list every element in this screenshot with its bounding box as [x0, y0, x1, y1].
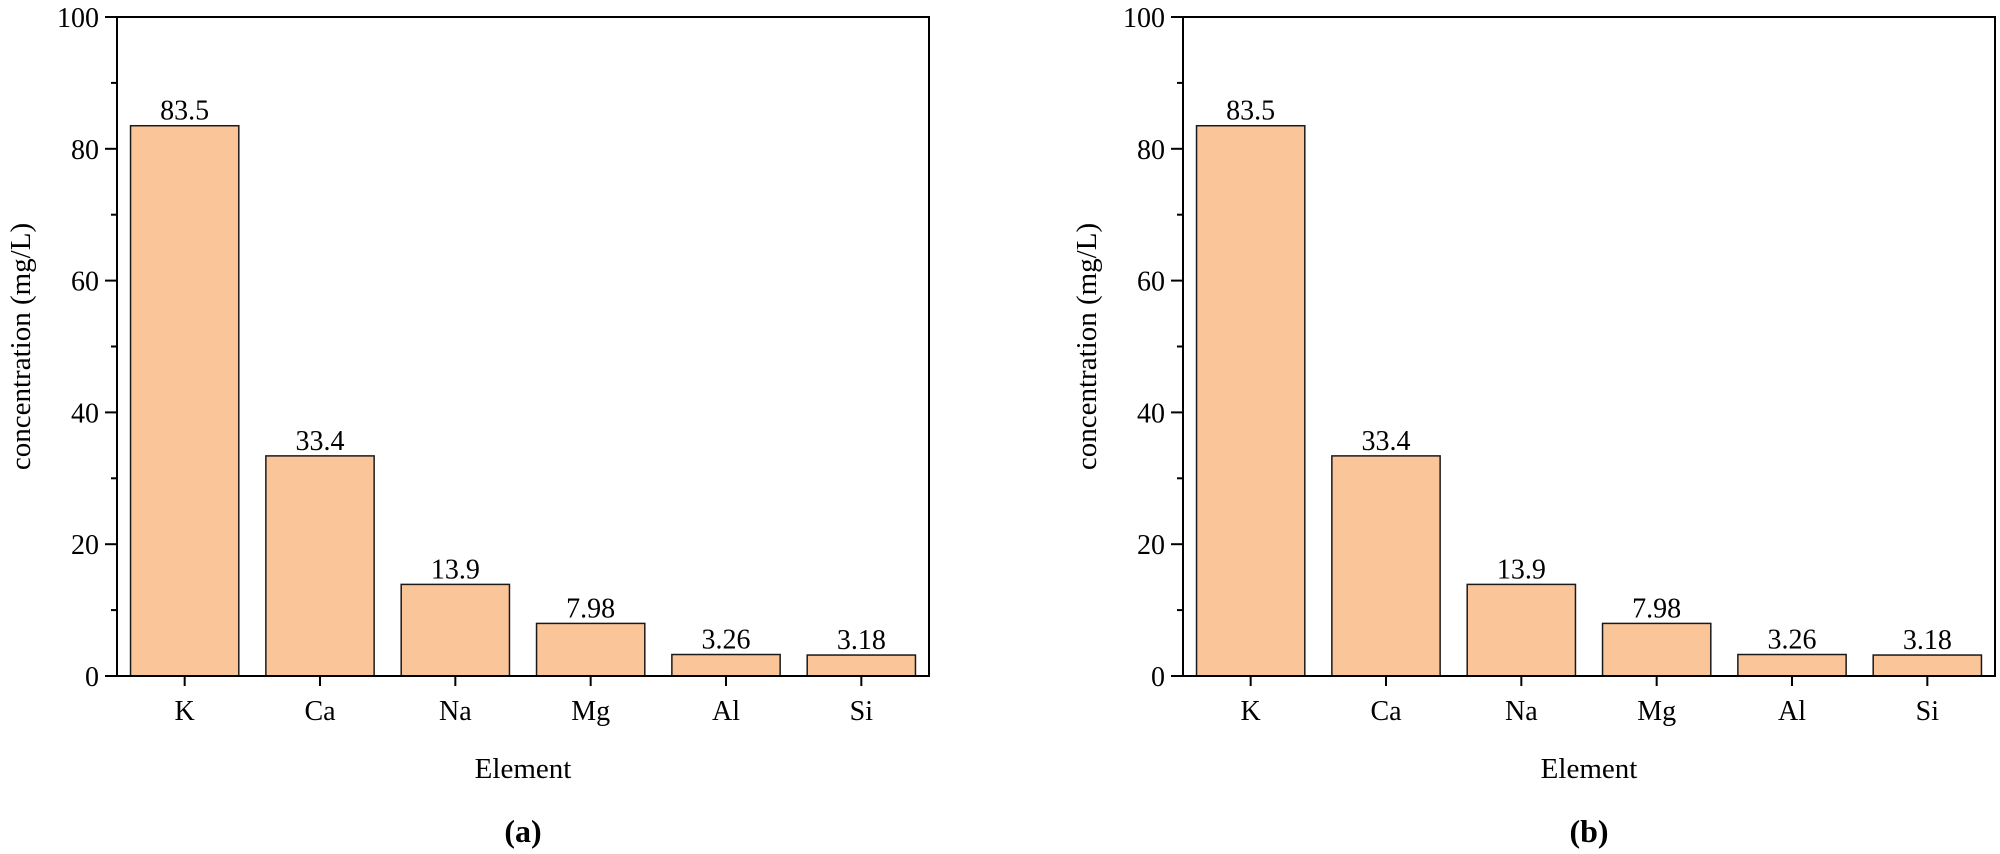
data-label-mg: 7.98 [566, 593, 615, 624]
x-tick-label-si: Si [850, 696, 874, 727]
y-tick-label: 0 [1151, 662, 1165, 693]
data-label-mg: 7.98 [1632, 593, 1681, 624]
x-tick-label-na: Na [439, 696, 472, 727]
bar-na [1466, 583, 1577, 677]
y-tick-label: 60 [71, 267, 99, 298]
x-tick-label-ca: Ca [1370, 696, 1402, 727]
x-tick-label-k: K [175, 696, 195, 727]
bar-chart-a: 83.5 K 33.4 Ca 13.9 Na 7.98 Mg 3.26 Al 3.18 Si 0 20 40… [5, 3, 930, 849]
data-label-na: 13.9 [1497, 554, 1546, 585]
bar-ca [265, 455, 375, 677]
data-label-ca: 33.4 [296, 426, 345, 457]
y-tick-label: 20 [1137, 530, 1165, 561]
data-label-na: 13.9 [431, 554, 480, 585]
y-tick-label: 60 [1137, 267, 1165, 298]
bar-si [806, 654, 917, 677]
y-tick-label: 40 [71, 398, 99, 429]
data-label-al: 3.26 [1768, 625, 1817, 656]
x-tick-label-al: Al [1778, 696, 1806, 727]
y-tick-label: 80 [1137, 135, 1165, 166]
x-tick-label-k: K [1241, 696, 1261, 727]
y-axis-title: concentration (mg/L) [1071, 223, 1103, 470]
data-label-k: 83.5 [160, 96, 209, 127]
y-axis-title: concentration (mg/L) [5, 223, 37, 470]
data-label-k: 83.5 [1226, 96, 1275, 127]
y-tick-label: 40 [1137, 398, 1165, 429]
x-tick-label-al: Al [712, 696, 740, 727]
data-label-si: 3.18 [837, 625, 886, 656]
x-tick-label-si: Si [1916, 696, 1940, 727]
bar-chart-b: 83.5 K 33.4 Ca 13.9 Na 7.98 Mg 3.26 Al 3.18 Si 0 20 40… [1071, 3, 1996, 849]
bar-ca [1331, 455, 1441, 677]
y-tick-label: 100 [1123, 3, 1165, 34]
y-tick-label: 100 [57, 3, 99, 34]
x-tick-label-mg: Mg [1637, 696, 1676, 727]
bar-k [1195, 124, 1306, 677]
bar-mg [1601, 622, 1712, 677]
y-tick-label: 80 [71, 135, 99, 166]
x-tick-label-ca: Ca [304, 696, 336, 727]
y-tick-label: 20 [71, 530, 99, 561]
panel-label: (b) [1569, 813, 1608, 849]
y-tick-label: 0 [85, 662, 99, 693]
chart-panel-a: 83.5 K 33.4 Ca 13.9 Na 7.98 Mg 3.26 Al 3.18 Si 0 20 40… [5, 3, 930, 849]
bar-al [671, 653, 781, 677]
data-label-al: 3.26 [702, 625, 751, 656]
chart-panel-b: 83.5 K 33.4 Ca 13.9 Na 7.98 Mg 3.26 Al 3.18 Si 0 20 40… [1066, 0, 2000, 854]
bar-si [1872, 654, 1983, 677]
x-tick-label-mg: Mg [571, 696, 610, 727]
data-label-ca: 33.4 [1362, 426, 1411, 457]
x-tick-label-na: Na [1505, 696, 1538, 727]
x-axis-title: Element [475, 753, 572, 785]
bar-k [129, 124, 240, 677]
data-label-si: 3.18 [1903, 625, 1952, 656]
x-axis-title: Element [1541, 753, 1638, 785]
bar-mg [535, 622, 646, 677]
panel-label: (a) [504, 813, 541, 849]
bar-al [1737, 653, 1847, 677]
bar-na [400, 583, 511, 677]
